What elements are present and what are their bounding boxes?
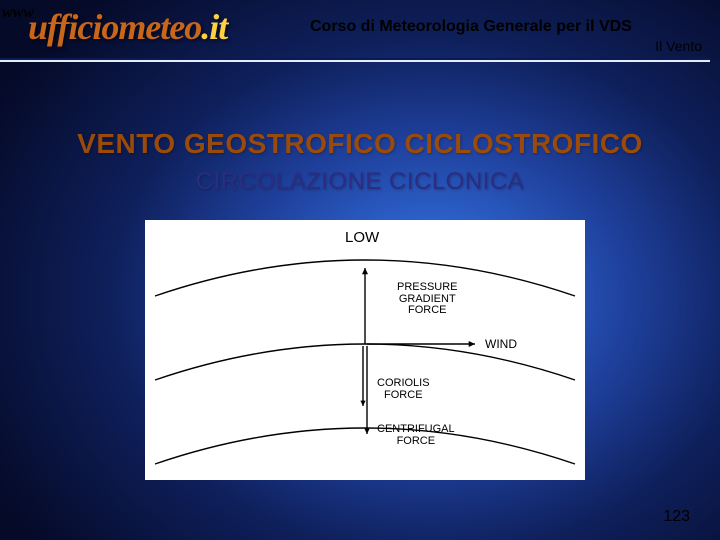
label-low: LOW bbox=[345, 230, 379, 246]
label-coriolis: CORIOLIS FORCE bbox=[377, 378, 430, 401]
course-subtitle: Il Vento bbox=[655, 38, 702, 54]
cyclonic-diagram: LOW PRESSURE GRADIENT FORCE WIND CORIOLIS F… bbox=[145, 220, 585, 480]
label-pgf: PRESSURE GRADIENT FORCE bbox=[397, 282, 458, 317]
slide-title: VENTO GEOSTROFICO CICLOSTROFICO bbox=[0, 128, 720, 160]
slide-subtitle: CIRCOLAZIONE CICLONICA bbox=[0, 168, 720, 196]
header-rule bbox=[0, 58, 710, 62]
label-wind: WIND bbox=[485, 338, 517, 351]
header: www ufficiometeo.it Corso di Meteorologi… bbox=[0, 0, 720, 68]
site-logo: ufficiometeo.it bbox=[28, 6, 227, 48]
page-number: 123 bbox=[663, 508, 690, 526]
label-centrifugal: CENTRIFUGAL FORCE bbox=[377, 424, 455, 447]
logo-main: ufficiometeo.it bbox=[28, 7, 227, 47]
course-title: Corso di Meteorologia Generale per il VD… bbox=[310, 18, 632, 36]
